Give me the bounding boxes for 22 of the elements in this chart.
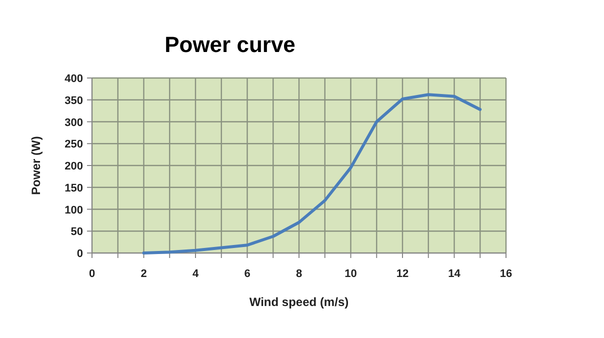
x-tick-label: 16 — [500, 268, 512, 280]
y-tick-label: 400 — [64, 73, 83, 85]
x-tick-label: 0 — [88, 268, 96, 280]
y-tick-label: 100 — [64, 204, 83, 216]
x-tick-label: 6 — [244, 268, 250, 280]
x-tick-label: 2 — [140, 268, 147, 280]
x-tick-label: 10 — [344, 268, 357, 280]
y-tick-label: 150 — [64, 182, 83, 194]
x-axis-title: Wind speed (m/s) — [249, 295, 349, 309]
x-tick-label: 14 — [448, 268, 462, 280]
x-tick-label: 4 — [192, 268, 200, 280]
line-series — [142, 93, 482, 254]
y-tick-label: 350 — [64, 94, 83, 107]
y-tick-label: 50 — [70, 226, 83, 238]
y-axis-title: Power (W) — [29, 136, 43, 195]
y-tick-label: 0 — [76, 248, 83, 260]
y-tick-label: 200 — [64, 160, 83, 172]
y-tick-label: 250 — [64, 138, 83, 151]
chart-title: Power curve — [164, 32, 296, 57]
y-tick-label: 300 — [64, 116, 83, 129]
x-tick-label: 12 — [396, 268, 409, 280]
x-tick-label: 8 — [296, 268, 302, 280]
